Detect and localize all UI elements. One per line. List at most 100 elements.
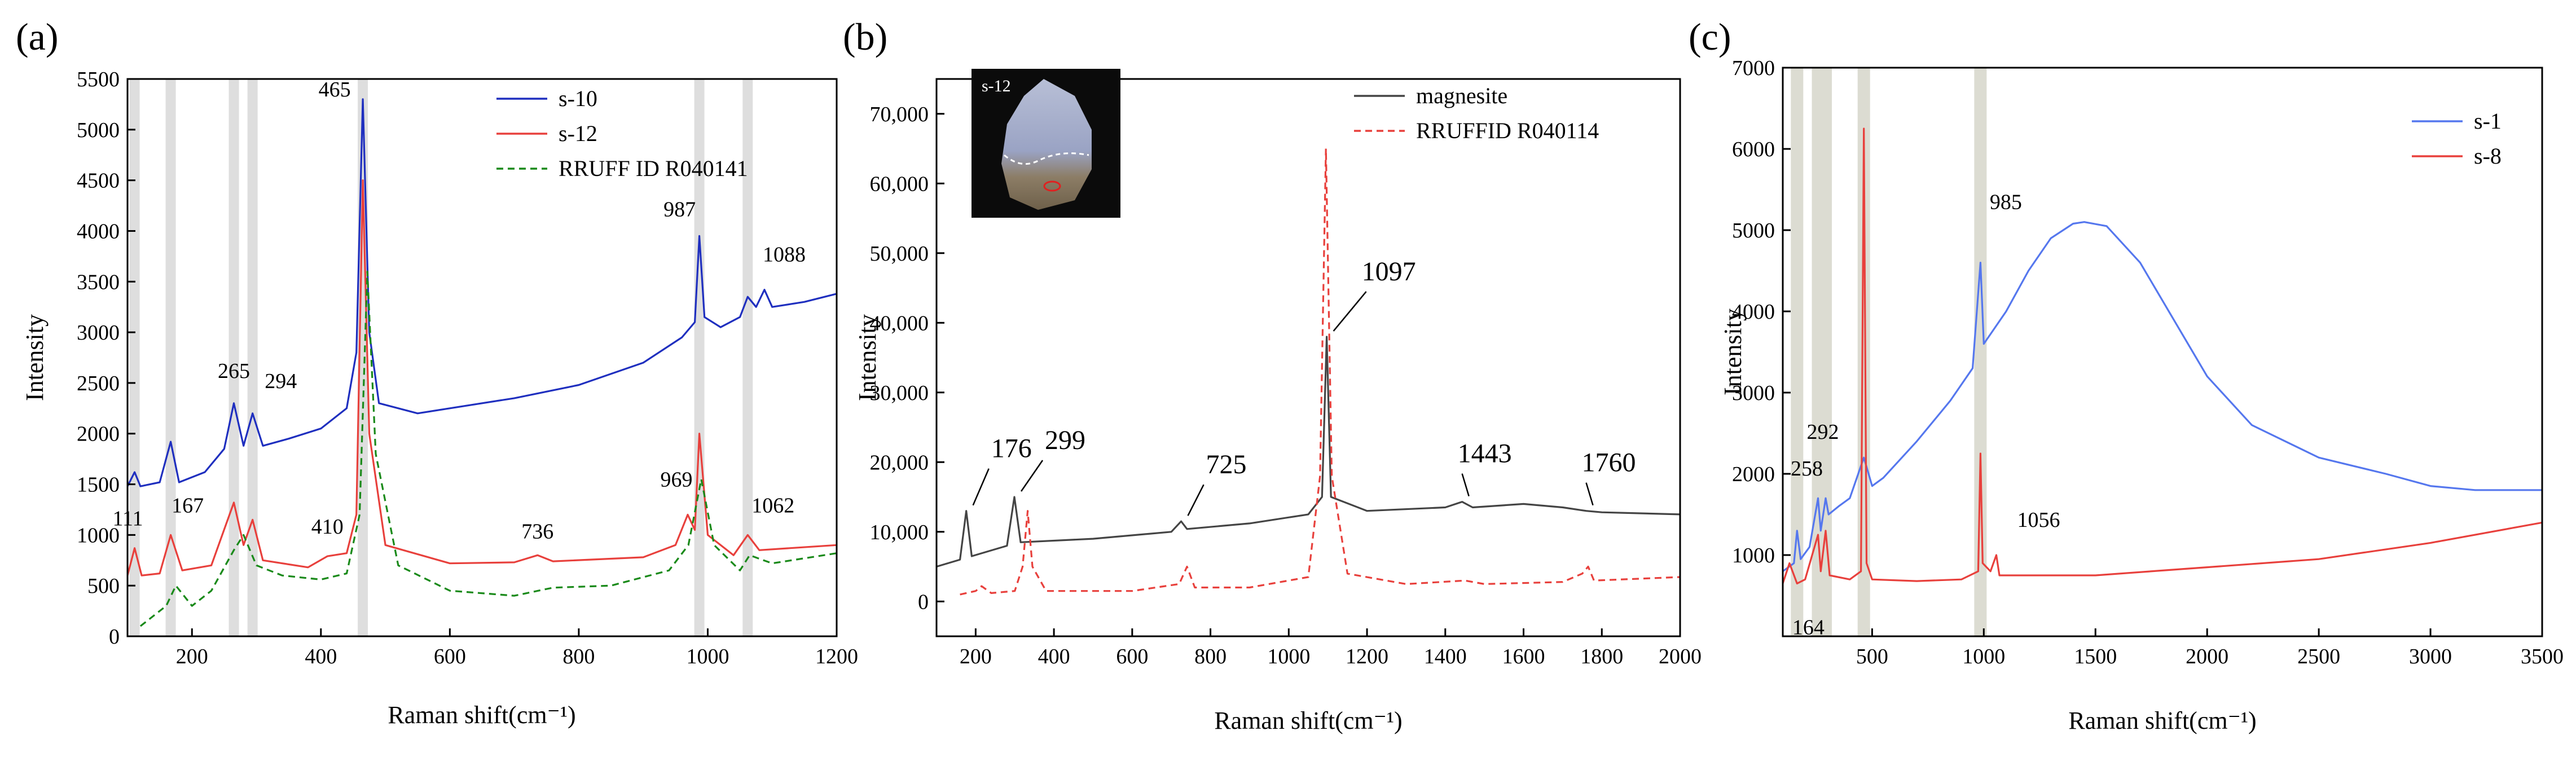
a-ticks: 200 400 600 800 1000 1200 0 500 1000 1500 2000 2500… xyxy=(77,68,858,668)
a-peak-annotations: 111 167 265 294 410 465 736 969 987 1062 1088 xyxy=(112,78,806,543)
a-ytick-label: 4500 xyxy=(77,169,120,193)
b-y-axis-label: Intensity xyxy=(854,314,881,401)
a-xtick-label: 400 xyxy=(305,645,337,668)
a-peak-label-987: 987 xyxy=(663,197,696,221)
a-series-group xyxy=(128,98,837,627)
a-band-294 xyxy=(247,79,258,636)
b-legend-label-1: RRUFFID R040114 xyxy=(1416,118,1599,143)
a-band-167 xyxy=(165,79,176,636)
c-peak-label-258: 258 xyxy=(1791,457,1823,481)
panel-a-letter: (a) xyxy=(16,15,58,58)
b-annot-pointer xyxy=(1585,482,1594,506)
b-annot-pointer xyxy=(1461,473,1470,497)
panel-c: (c) 500 1000 1500 2000 2500 3000 3500 1000 2000 3… xyxy=(1689,15,2564,734)
b-peak-label-176: 176 xyxy=(991,434,1032,464)
a-series-2 xyxy=(139,270,837,627)
b-annot-pointer xyxy=(1021,460,1044,492)
c-band-164 xyxy=(1791,68,1804,636)
b-peak-label-299: 299 xyxy=(1045,425,1085,455)
c-xtick-label: 3000 xyxy=(2409,645,2452,668)
c-peak-label-292: 292 xyxy=(1807,420,1839,444)
a-band-111 xyxy=(129,79,140,636)
c-peak-annotations: 1642582924639851056 xyxy=(1791,191,2060,640)
c-xtick-label: 500 xyxy=(1856,645,1888,668)
panel-b: (b) 200 400 600 800 1000 1200 1400 1600 1800 2000… xyxy=(843,15,1702,734)
panel-c-letter: (c) xyxy=(1689,15,1731,58)
a-ytick-label: 1500 xyxy=(77,473,120,497)
a-peak-label-294: 294 xyxy=(265,369,297,393)
b-series-group xyxy=(937,147,1680,596)
c-highlight-bands xyxy=(1791,68,1987,636)
b-annot-pointer xyxy=(1187,484,1205,516)
b-xtick-label: 1200 xyxy=(1346,645,1388,668)
b-peak-label-725: 725 xyxy=(1206,450,1247,479)
c-xtick-label: 3500 xyxy=(2521,645,2564,668)
a-plot-frame xyxy=(126,78,838,637)
a-ytick-label: 5500 xyxy=(77,68,120,91)
b-xtick-label: 600 xyxy=(1116,645,1148,668)
c-band-292 xyxy=(1819,68,1832,636)
a-ytick-label: 500 xyxy=(87,574,120,598)
a-ytick-label: 0 xyxy=(109,625,120,649)
a-highlight-bands xyxy=(129,79,753,636)
a-x-axis-label: Raman shift(cm⁻¹) xyxy=(388,701,575,729)
a-peak-label-736: 736 xyxy=(521,520,553,543)
a-ytick-label: 3500 xyxy=(77,270,120,294)
b-xtick-label: 1400 xyxy=(1424,645,1467,668)
b-plot-frame xyxy=(935,78,1681,637)
c-ytick-label: 3000 xyxy=(1732,381,1775,405)
b-legend: magnesite RRUFFID R040114 xyxy=(1354,83,1599,143)
b-xtick-label: 400 xyxy=(1038,645,1070,668)
a-ytick-label: 4000 xyxy=(77,219,120,243)
b-x-axis-label: Raman shift(cm⁻¹) xyxy=(1214,707,1402,734)
b-peak-label-1443: 1443 xyxy=(1458,439,1512,469)
a-peak-label-410: 410 xyxy=(311,515,344,539)
b-ytick-label: 0 xyxy=(918,590,929,614)
a-xtick-label: 600 xyxy=(434,645,466,668)
b-xtick-label: 800 xyxy=(1194,645,1227,668)
c-xtick-label: 1000 xyxy=(1962,645,2005,668)
b-peak-annotations: 176 299 725 1097 1443 1760 xyxy=(972,257,1636,516)
c-ticks: 500 1000 1500 2000 2500 3000 3500 1000 2000 3000 4… xyxy=(1732,56,2564,668)
b-ytick-label: 70,000 xyxy=(870,103,929,126)
c-peak-label-164: 164 xyxy=(1792,615,1825,639)
b-ytick-label: 30,000 xyxy=(870,381,929,405)
c-ytick-label: 6000 xyxy=(1732,138,1775,161)
b-xtick-label: 1800 xyxy=(1580,645,1623,668)
b-series-1 xyxy=(960,147,1680,596)
b-peak-label-1097: 1097 xyxy=(1362,257,1416,287)
a-peak-label-1062: 1062 xyxy=(751,494,794,517)
c-ytick-label: 4000 xyxy=(1732,300,1775,324)
b-xtick-label: 1000 xyxy=(1267,645,1310,668)
b-legend-label-0: magnesite xyxy=(1416,83,1507,108)
a-series-0 xyxy=(128,98,837,487)
b-inset-label: s-12 xyxy=(982,77,1011,95)
a-legend-label-1: s-12 xyxy=(559,121,597,146)
b-annot-pointer xyxy=(1333,291,1367,332)
c-series-0 xyxy=(1783,221,2542,573)
b-inset-photo: s-12 xyxy=(972,69,1120,218)
b-xtick-label: 1600 xyxy=(1502,645,1545,668)
b-ytick-label: 40,000 xyxy=(870,311,929,335)
a-xtick-label: 200 xyxy=(176,645,208,668)
a-peak-label-1088: 1088 xyxy=(763,243,806,267)
a-xtick-label: 1200 xyxy=(815,645,858,668)
c-legend: s-1s-8 xyxy=(2412,108,2502,169)
a-xtick-label: 1000 xyxy=(686,645,729,668)
c-series-group xyxy=(1783,127,2542,584)
c-series-1 xyxy=(1783,127,2542,584)
c-y-axis-label: Intensity xyxy=(1719,309,1747,395)
a-ytick-label: 3000 xyxy=(77,321,120,345)
c-peak-label-985: 985 xyxy=(1990,191,2022,214)
a-band-265 xyxy=(228,79,239,636)
panel-b-letter: (b) xyxy=(843,15,887,58)
b-peak-label-1760: 1760 xyxy=(1582,448,1636,478)
a-legend: s-10 s-12 RRUFF ID R040141 xyxy=(496,86,748,181)
panel-a: (a) 200 400 600 800 1000 1200 0 500 1000 1500 2000… xyxy=(16,15,858,729)
b-ytick-label: 20,000 xyxy=(870,451,929,474)
c-peak-label-1056: 1056 xyxy=(2017,508,2060,532)
c-legend-label-0: s-1 xyxy=(2474,108,2502,134)
c-xtick-label: 2000 xyxy=(2186,645,2228,668)
a-xtick-label: 800 xyxy=(562,645,595,668)
